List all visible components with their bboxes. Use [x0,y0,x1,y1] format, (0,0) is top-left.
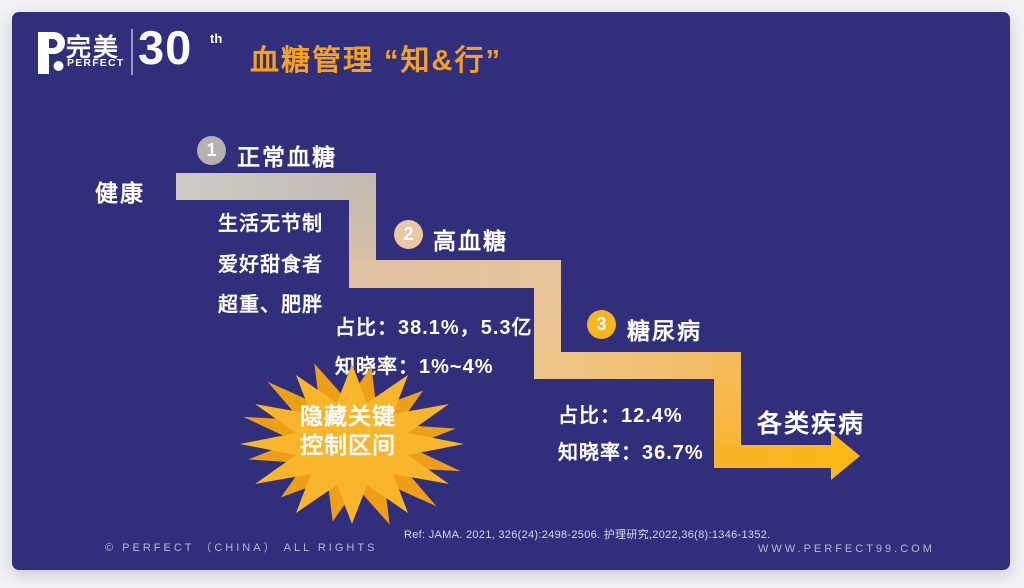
starburst-callout-text: 隐藏关键 控制区间 [267,402,429,460]
stair-segment-2 [349,260,561,288]
step3-number-badge: 3 [587,310,616,339]
step1-label: 正常血糖 [237,144,337,170]
logo-divider [131,29,133,75]
slide-title: 血糖管理 “知&行” [250,45,503,77]
step2-awareness: 知晓率：1%~4% [335,355,494,378]
anniversary-th: th [210,31,223,46]
stair-segment-3 [534,352,741,379]
step2-prevalence: 占比：38.1%，5.3亿 [335,317,533,339]
footer-website: WWW.PERFECT99.COM [758,543,935,555]
footer-reference: Ref: JAMA. 2021, 326(24):2498-2506. 护理研究… [404,529,771,541]
arrow-head [831,432,860,480]
label-diseases: 各类疾病 [757,410,866,438]
stair-segment-1 [176,173,376,200]
starburst-line2: 控制区间 [300,432,396,458]
label-health: 健康 [95,180,145,206]
risk-factor-item: 超重、肥胖 [218,294,323,316]
starburst-front [240,364,464,524]
step3-statistics: 占比：12.4% 知晓率：36.7% [558,398,704,471]
perfect-logo-icon [38,32,65,74]
footer-copyright: © PERFECT （CHINA） ALL RIGHTS [105,542,378,554]
brand-name-english: PERFECT [67,57,125,69]
starburst-line1: 隐藏关键 [300,403,396,429]
risk-factors-list: 生活无节制 爱好甜食者 超重、肥胖 [218,204,323,326]
starburst-shape [240,363,464,525]
step3-prevalence: 占比：12.4% [558,405,683,427]
slide: 完美 PERFECT 30 th 血糖管理 “知&行” 健康 1 正常血糖 2 … [12,12,1010,570]
step3-label: 糖尿病 [627,318,702,344]
anniversary-30: 30 [138,21,193,74]
arrow-shaft [714,445,832,468]
step2-number-badge: 2 [394,220,423,249]
step1-number-badge: 1 [197,136,226,165]
step2-statistics: 占比：38.1%，5.3亿 知晓率：1%~4% [335,309,533,386]
step2-label: 高血糖 [433,228,508,254]
risk-factor-item: 爱好甜食者 [218,253,323,276]
brand-name-chinese: 完美 [66,34,121,62]
step3-awareness: 知晓率：36.7% [558,441,704,464]
risk-factor-item: 生活无节制 [218,213,323,235]
